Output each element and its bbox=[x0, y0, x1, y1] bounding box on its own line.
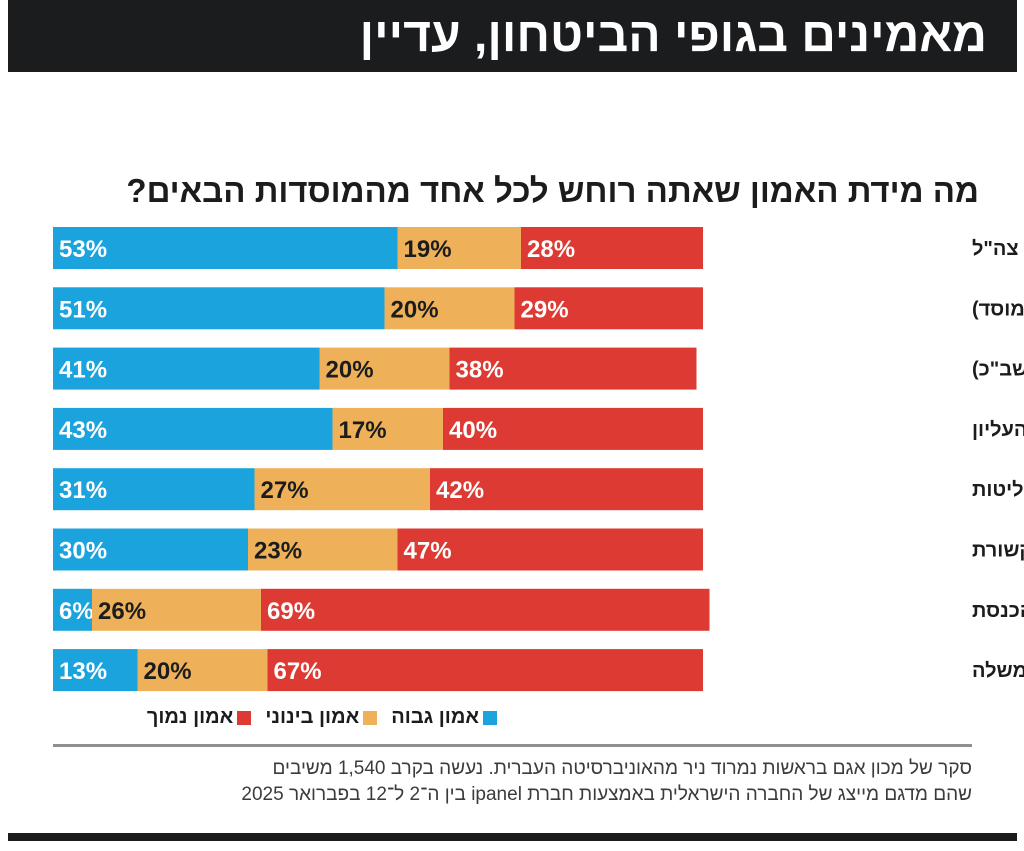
bar-segment-low bbox=[261, 588, 710, 631]
bar-row: 30% 23% 47% התקשורת bbox=[53, 528, 1024, 571]
bar-segment-high bbox=[53, 407, 333, 450]
category-label: בית המשפט העליון bbox=[972, 419, 1024, 441]
bar-segment-low bbox=[443, 407, 703, 450]
bar-segment-low bbox=[449, 347, 697, 390]
category-label: צה"ל bbox=[972, 238, 1019, 260]
bar-segment-mid bbox=[332, 407, 443, 450]
bar-segment-mid bbox=[248, 528, 398, 571]
bar-segment-low bbox=[521, 227, 703, 269]
survey-footnote: סקר של מכון אגם בראשות נמרוד ניר מהאוניב… bbox=[241, 756, 972, 808]
bar-segment-high bbox=[53, 287, 385, 330]
data-label-low: 29% bbox=[521, 296, 569, 323]
data-label-high: 30% bbox=[59, 538, 107, 565]
data-label-low: 67% bbox=[274, 658, 322, 685]
bar-row: 6%26% 69% הכנסת bbox=[53, 588, 1024, 631]
category-label: התקשורת bbox=[972, 540, 1024, 562]
bar-segment-low bbox=[430, 468, 703, 511]
legend-label-high: אמון גבוה bbox=[391, 706, 479, 728]
page-title: מאמינים בגופי הביטחון, עדיין bbox=[359, 9, 987, 62]
footnote-line-2: שהם מדגם מייצג של החברה הישראלית באמצעות… bbox=[241, 784, 972, 805]
legend-swatch-mid bbox=[363, 710, 378, 725]
legend-label-low: אמון נמוך bbox=[146, 706, 234, 728]
data-label-low: 47% bbox=[404, 538, 452, 565]
bar-row: 53% 19% 28% צה"ל bbox=[53, 227, 1019, 269]
data-label-low: 38% bbox=[456, 357, 504, 384]
data-label-low: 69% bbox=[267, 598, 315, 625]
header-bar: מאמינים בגופי הביטחון, עדיין bbox=[8, 0, 1017, 72]
bar-segment-low bbox=[267, 649, 703, 692]
legend-item-mid: אמון בינוני bbox=[265, 706, 378, 729]
data-label-mid: 17% bbox=[339, 417, 387, 444]
bar-segment-low bbox=[514, 287, 703, 330]
category-label: שירות הביטחון הכללי (שב"כ) bbox=[972, 359, 1024, 381]
data-label-mid: 20% bbox=[144, 658, 192, 685]
category-label: הממשלה bbox=[972, 660, 1024, 682]
bar-segment-mid bbox=[319, 347, 450, 390]
bar-segment-mid bbox=[254, 468, 430, 511]
data-label-mid: 19% bbox=[404, 236, 452, 263]
bar-row: 43% 17% 40% בית המשפט העליון bbox=[53, 407, 1024, 450]
bar-segment-mid bbox=[397, 227, 521, 269]
data-label-low: 40% bbox=[449, 417, 497, 444]
bar-segment-high bbox=[53, 528, 248, 571]
category-label: המוסד למודיעין (המוסד) bbox=[972, 298, 1024, 320]
legend-item-low: אמון נמוך bbox=[147, 706, 252, 729]
data-label-high: 53% bbox=[59, 236, 107, 263]
bottom-bar bbox=[8, 833, 1017, 841]
legend-swatch-high bbox=[483, 710, 497, 725]
bar-row: 13% 20% 67% הממשלה bbox=[53, 649, 1024, 692]
bar-segment-high bbox=[53, 649, 138, 692]
bar-segment-high bbox=[53, 468, 255, 511]
bar-segment-high bbox=[53, 227, 398, 269]
legend-item-high: אמון גבוה bbox=[391, 706, 497, 729]
bar-segment-low bbox=[397, 528, 703, 571]
data-label-low: 28% bbox=[527, 236, 575, 263]
data-label-high: 41% bbox=[59, 357, 107, 384]
bar-segment-high bbox=[53, 588, 92, 631]
data-label-mid: 20% bbox=[326, 357, 374, 384]
chart-title: מה מידת האמון שאתה רוחש לכל אחד מהמוסדות… bbox=[126, 172, 979, 209]
bar-segment-mid bbox=[384, 287, 515, 330]
data-label-high: 31% bbox=[59, 477, 107, 504]
bar-row: 51% 20% 29% המוסד למודיעין (המוסד) bbox=[53, 287, 1024, 330]
data-label-mid: 20% bbox=[391, 296, 439, 323]
bar-row: 41% 20% 38% שירות הביטחון הכללי (שב"כ) bbox=[53, 347, 1024, 390]
bar-segment-high bbox=[53, 347, 320, 390]
bar-segment-mid bbox=[137, 649, 268, 692]
bar-row: 31% 27% 42% הפרקליטות bbox=[53, 468, 1024, 511]
chart-legend: אמון גבוה אמון בינוני אמון נמוך bbox=[147, 706, 497, 729]
data-label-high: 51% bbox=[59, 296, 107, 323]
category-label: הפרקליטות bbox=[972, 479, 1024, 501]
data-label-high: 13% bbox=[59, 658, 107, 685]
bar-segment-mid bbox=[92, 588, 261, 631]
footnote-line-1: סקר של מכון אגם בראשות נמרוד ניר מהאוניב… bbox=[272, 758, 972, 779]
data-label-low: 42% bbox=[436, 477, 484, 504]
data-label-mid: 26% bbox=[98, 598, 146, 625]
data-label-high: 43% bbox=[59, 417, 107, 444]
legend-swatch-low bbox=[237, 710, 252, 725]
data-label-mid: 23% bbox=[254, 538, 302, 565]
data-label-high: 6% bbox=[59, 598, 94, 625]
legend-label-mid: אמון בינוני bbox=[265, 706, 360, 728]
data-label-mid: 27% bbox=[261, 477, 309, 504]
category-label: הכנסת bbox=[972, 600, 1024, 622]
footnote-divider bbox=[53, 744, 972, 747]
